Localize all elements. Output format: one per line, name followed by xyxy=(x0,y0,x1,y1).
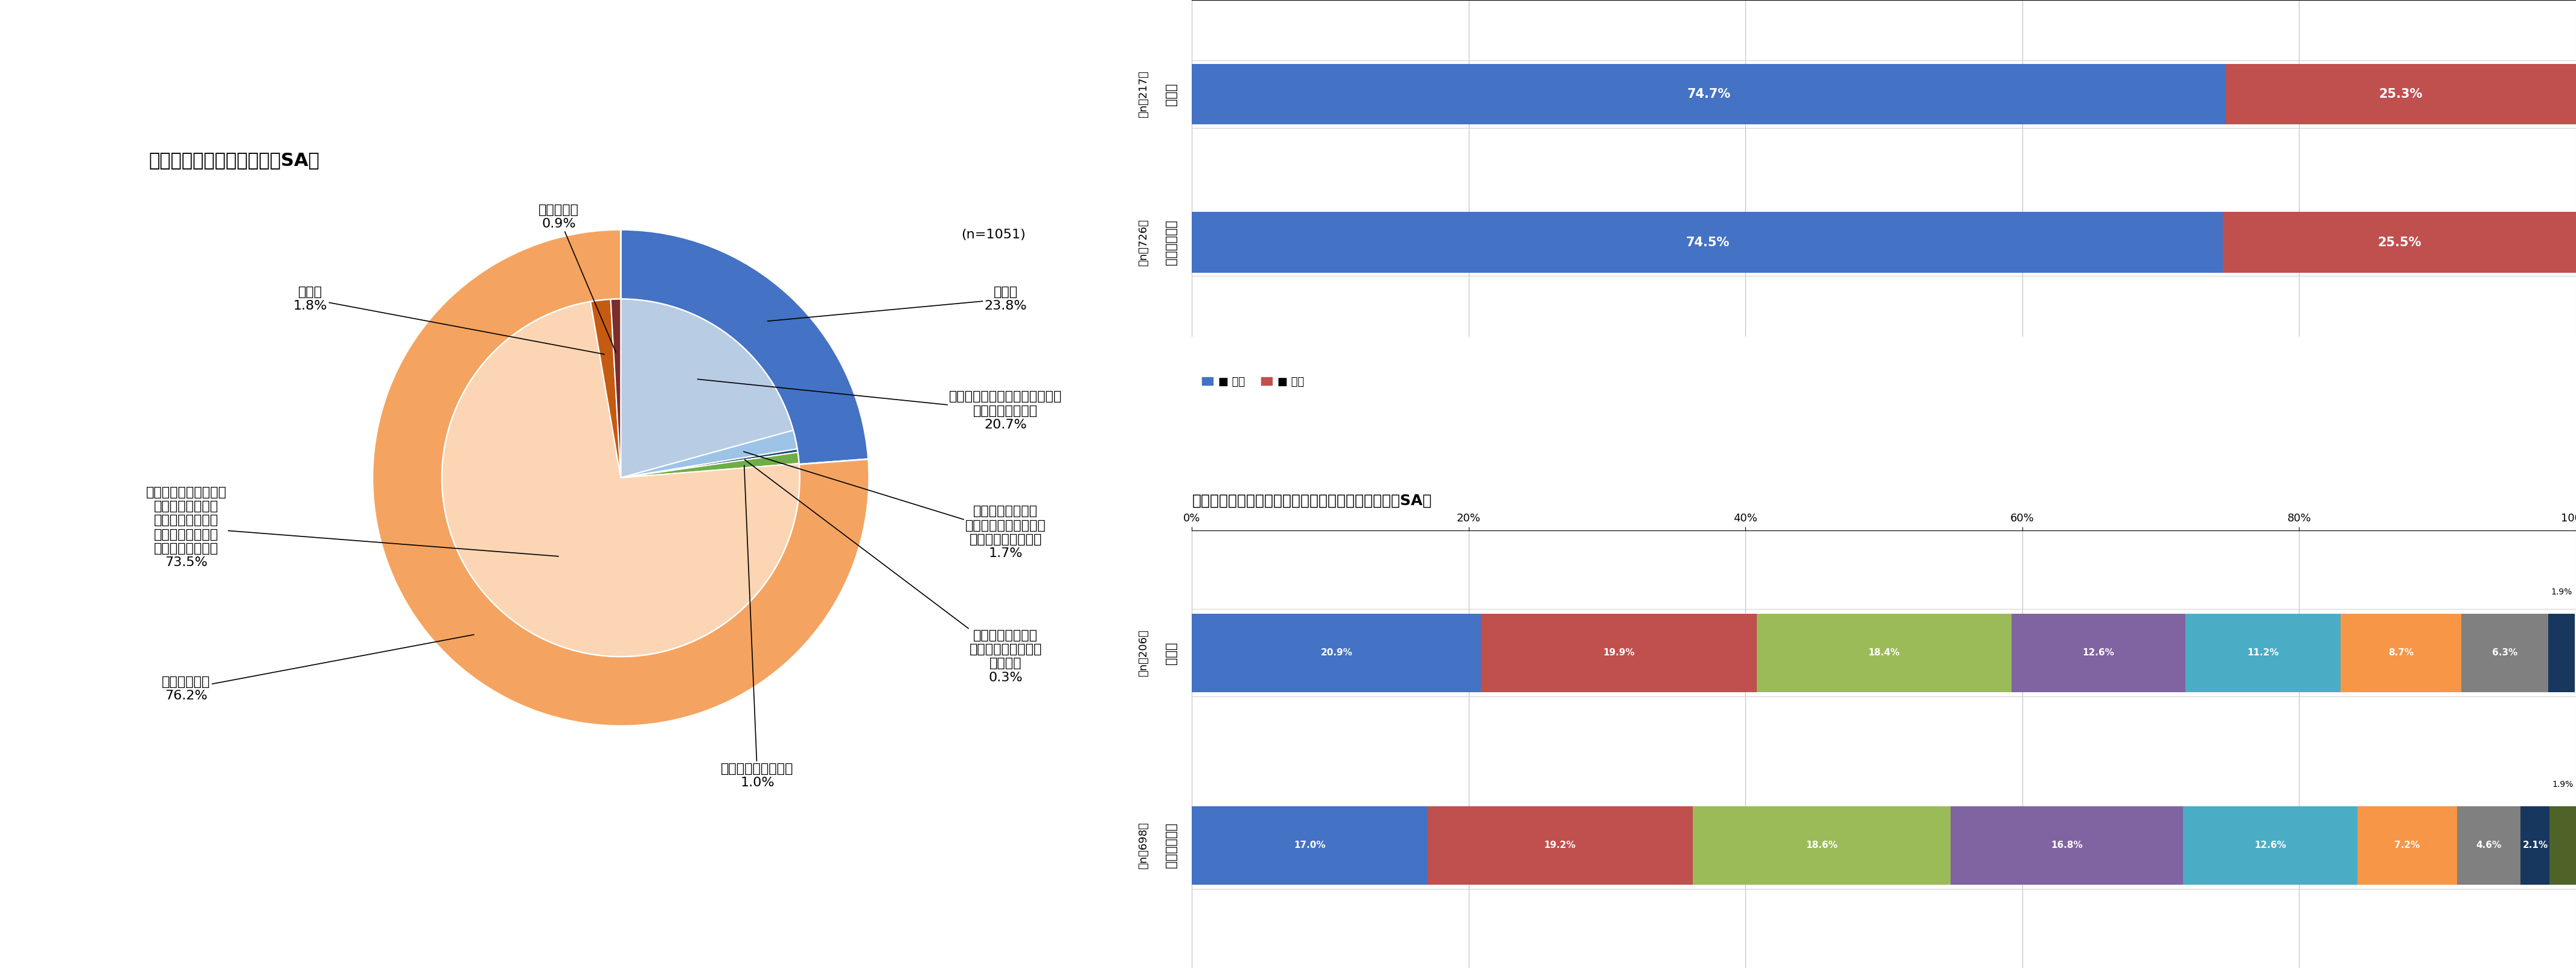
Text: 正社員（雇用期間の定めのない
フルタイム勤務）
20.7%: 正社員（雇用期間の定めのない フルタイム勤務） 20.7% xyxy=(698,379,1061,431)
Bar xyxy=(1481,614,1757,692)
Wedge shape xyxy=(621,431,796,478)
Text: (n=1051): (n=1051) xyxy=(961,228,1025,241)
Text: 1.9%: 1.9% xyxy=(2550,588,2571,596)
Text: 従業員
23.8%: 従業員 23.8% xyxy=(768,286,1028,321)
Bar xyxy=(1427,806,1692,885)
Text: 6.3%: 6.3% xyxy=(2491,649,2517,657)
Text: フリーランス・業務委
託社員（会社と業
務委託契約してい
る。その他、自営
業・嘱託を含む）
73.5%: フリーランス・業務委 託社員（会社と業 務委託契約してい る。その他、自営 業・… xyxy=(147,486,559,568)
Bar xyxy=(2458,806,2522,885)
Bar xyxy=(1950,806,2182,885)
Bar xyxy=(1193,614,1481,692)
Text: 図表４　現在最も収入を得ている職種の経験年数（SA）: 図表４ 現在最も収入を得ている職種の経験年数（SA） xyxy=(1193,494,1432,508)
Wedge shape xyxy=(374,229,868,726)
Text: フリーランス: フリーランス xyxy=(1164,823,1177,868)
Text: フリーランス: フリーランス xyxy=(1164,220,1177,265)
Text: （n＝217）: （n＝217） xyxy=(1139,71,1149,118)
Text: パート・アルバイト
1.0%: パート・アルバイト 1.0% xyxy=(721,466,793,789)
Text: 74.5%: 74.5% xyxy=(1685,236,1728,249)
Text: 20.9%: 20.9% xyxy=(1321,649,1352,657)
Wedge shape xyxy=(621,449,799,478)
Text: 19.2%: 19.2% xyxy=(1543,841,1577,850)
Wedge shape xyxy=(621,299,793,478)
Wedge shape xyxy=(590,299,621,478)
Text: 25.3%: 25.3% xyxy=(2380,88,2424,101)
Bar xyxy=(2548,614,2573,692)
Text: 図表１　現在の勤務形態（SA）: 図表１ 現在の勤務形態（SA） xyxy=(149,151,319,168)
Wedge shape xyxy=(621,452,799,478)
Bar xyxy=(2550,806,2576,885)
Wedge shape xyxy=(621,229,868,465)
Legend: ■ 男性, ■ 女性: ■ 男性, ■ 女性 xyxy=(1198,373,1309,392)
Text: 4.6%: 4.6% xyxy=(2476,841,2501,850)
Text: 派遣社員（派遣会
社に登録して、他社
に派遣）
0.3%: 派遣社員（派遣会 社に登録して、他社 に派遣） 0.3% xyxy=(744,460,1041,683)
Bar xyxy=(2342,614,2460,692)
Bar xyxy=(1692,806,1950,885)
Bar xyxy=(2184,614,2342,692)
Text: わからない
0.9%: わからない 0.9% xyxy=(538,204,616,352)
Bar xyxy=(2223,212,2576,273)
Wedge shape xyxy=(443,302,799,656)
Text: 1.9%: 1.9% xyxy=(2553,780,2573,789)
Text: 17.0%: 17.0% xyxy=(1293,841,1327,850)
Bar xyxy=(2522,806,2550,885)
Bar xyxy=(2357,806,2458,885)
Wedge shape xyxy=(611,299,621,478)
Bar xyxy=(1193,806,1427,885)
Bar xyxy=(1193,64,2226,125)
Bar xyxy=(2012,614,2184,692)
Text: 11.2%: 11.2% xyxy=(2246,649,2280,657)
Text: 19.9%: 19.9% xyxy=(1602,649,1636,657)
Text: 従業員: 従業員 xyxy=(1164,642,1177,664)
Text: （n＝206）: （n＝206） xyxy=(1139,629,1149,677)
Text: 16.8%: 16.8% xyxy=(2050,841,2081,850)
Text: 12.6%: 12.6% xyxy=(2254,841,2285,850)
Text: 25.5%: 25.5% xyxy=(2378,236,2421,249)
Text: 契約社員（雇用期
間の定めがあるフルタ
イム・短時間勤務）
1.7%: 契約社員（雇用期 間の定めがあるフルタ イム・短時間勤務） 1.7% xyxy=(744,452,1046,560)
Text: 従業員: 従業員 xyxy=(1164,83,1177,106)
Bar xyxy=(2460,614,2548,692)
Bar xyxy=(2182,806,2357,885)
Bar xyxy=(2226,64,2576,125)
Text: 18.6%: 18.6% xyxy=(1806,841,1837,850)
Text: 12.6%: 12.6% xyxy=(2081,649,2115,657)
Bar xyxy=(1757,614,2012,692)
Text: 74.7%: 74.7% xyxy=(1687,88,1731,101)
Bar xyxy=(1193,212,2223,273)
Text: 8.7%: 8.7% xyxy=(2388,649,2414,657)
Text: 2.1%: 2.1% xyxy=(2522,841,2548,850)
Text: 7.2%: 7.2% xyxy=(2393,841,2419,850)
Text: その他
1.8%: その他 1.8% xyxy=(294,286,605,354)
Text: フリーランス
76.2%: フリーランス 76.2% xyxy=(162,635,474,702)
Text: （n＝698）: （n＝698） xyxy=(1139,822,1149,869)
Text: （n＝726）: （n＝726） xyxy=(1139,219,1149,266)
Text: 18.4%: 18.4% xyxy=(1868,649,1901,657)
